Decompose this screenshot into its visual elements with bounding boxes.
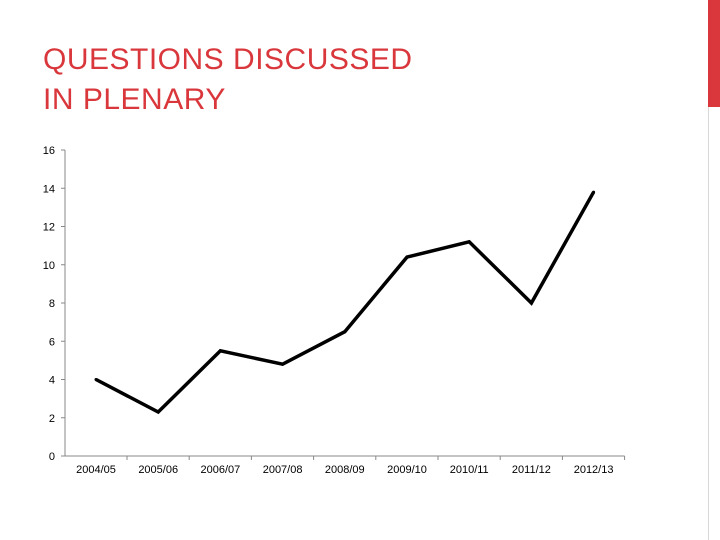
x-tick-label: 2011/12	[512, 464, 551, 476]
y-tick-label: 4	[49, 375, 55, 387]
x-tick-label: 2012/13	[574, 464, 614, 476]
series-group	[94, 190, 596, 415]
y-tick-label: 14	[43, 183, 55, 195]
x-tick-label: 2007/08	[263, 464, 303, 476]
y-tick-label: 6	[49, 336, 55, 348]
x-tick-label: 2006/07	[201, 464, 241, 476]
y-tick-label: 10	[43, 260, 55, 272]
data-point	[405, 255, 409, 259]
side-border	[708, 107, 720, 540]
x-tick-label: 2009/10	[387, 464, 427, 476]
x-tick-label: 2008/09	[325, 464, 365, 476]
y-tick-label: 12	[43, 222, 55, 234]
y-tick-label: 0	[49, 451, 55, 463]
data-point	[343, 330, 347, 334]
data-point	[467, 240, 471, 244]
x-tick-label: 2005/06	[138, 464, 178, 476]
data-point	[94, 378, 98, 381]
series-line	[95, 191, 596, 415]
y-tick-label: 2	[49, 413, 55, 425]
data-point	[529, 301, 533, 305]
slide-title-line-1: QUESTIONS DISCUSSED	[43, 43, 413, 76]
y-axis: 0 2 4 6 8 10 12 14 16	[43, 145, 66, 463]
x-tick-label: 2010/11	[450, 464, 489, 476]
y-tick-label: 16	[43, 145, 55, 157]
accent-bar	[708, 0, 720, 107]
data-point	[218, 349, 222, 353]
data-point	[156, 410, 160, 414]
y-tick-label: 8	[49, 298, 55, 310]
x-axis: 2004/05 2005/06 2006/07 2007/08 2008/09 2009/…	[65, 455, 626, 476]
slide-title: QUESTIONS DISCUSSED IN PLENARY	[43, 40, 643, 120]
data-point	[592, 190, 596, 194]
x-tick-label: 2004/05	[76, 464, 116, 476]
data-point	[281, 362, 285, 366]
slide-title-line-2: IN PLENARY	[43, 83, 226, 116]
